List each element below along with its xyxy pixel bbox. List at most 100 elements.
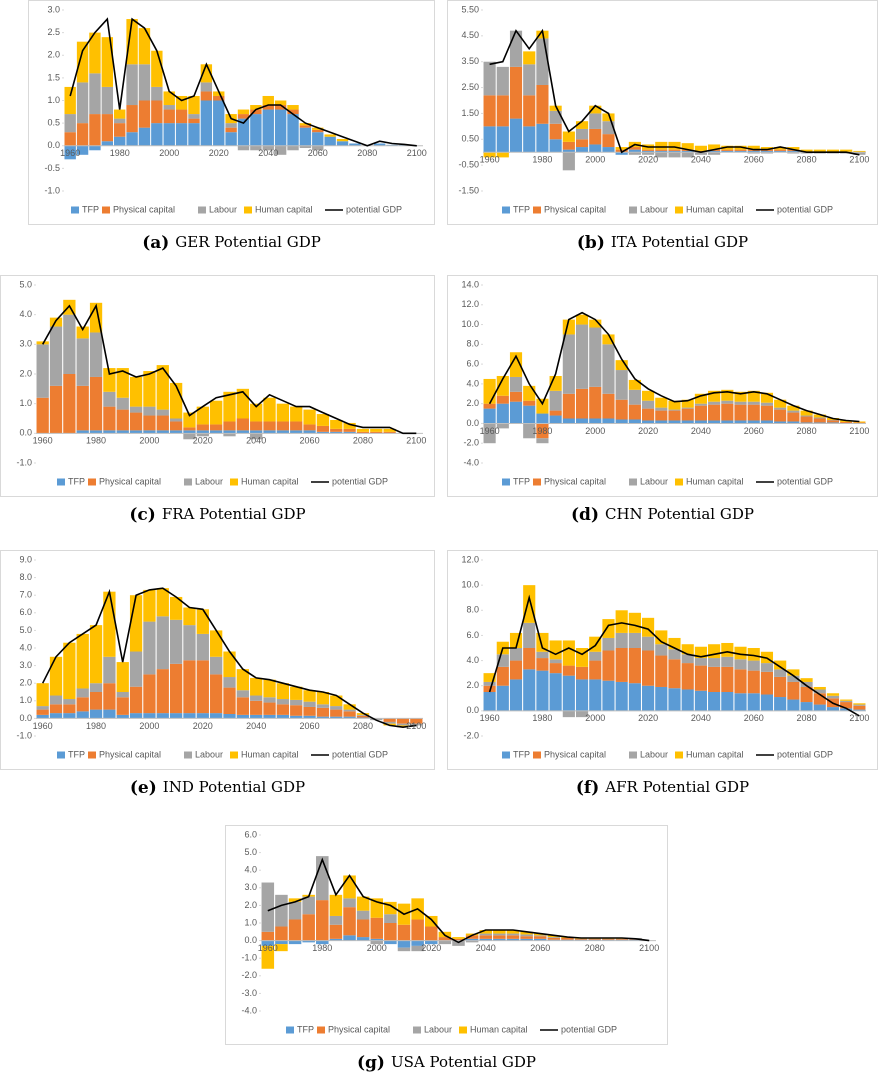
bar-segment xyxy=(840,421,853,423)
bar-segment xyxy=(589,113,602,129)
bar-segment xyxy=(163,91,175,106)
bar-segment xyxy=(316,856,329,901)
bar-segment xyxy=(250,421,263,431)
bar-segment xyxy=(396,718,410,724)
y-tick-label: -2.0 xyxy=(463,730,479,740)
bar-segment xyxy=(536,423,549,439)
bar-segment xyxy=(410,723,423,726)
bar-segment xyxy=(299,127,312,146)
bar-segment xyxy=(642,685,655,711)
bar-segment xyxy=(299,125,312,128)
bar-segment xyxy=(826,693,840,696)
bar-segment xyxy=(213,100,225,146)
bar-segment xyxy=(143,589,156,622)
bar-segment xyxy=(588,938,601,940)
bar-segment xyxy=(536,658,549,671)
x-tick-label: 2100 xyxy=(406,721,426,731)
bar-segment xyxy=(642,650,655,686)
y-tick-label: 10.0 xyxy=(461,319,479,329)
bar-segment xyxy=(760,402,774,406)
bar-segment xyxy=(210,430,223,434)
x-tick-label: 2080 xyxy=(797,155,817,165)
bar-segment xyxy=(747,390,760,402)
bar-segment xyxy=(49,695,63,705)
bar-segment xyxy=(813,418,826,423)
bar-segment xyxy=(787,699,800,711)
bar-segment xyxy=(760,663,774,672)
caption: (g) USA Potential GDP xyxy=(357,1053,536,1073)
x-tick-label: 2100 xyxy=(849,155,869,165)
bar-segment xyxy=(183,412,196,428)
bar-segment xyxy=(343,709,356,712)
y-tick-label: 6.0 xyxy=(466,358,479,368)
bar-segment xyxy=(655,407,668,411)
bar-segment xyxy=(138,100,151,128)
bar-segment xyxy=(800,686,813,703)
bar-segment xyxy=(642,636,655,651)
bar-segment xyxy=(562,149,575,153)
bar-segment xyxy=(602,113,615,122)
bar-segment xyxy=(602,134,615,148)
bar-segment xyxy=(562,640,575,666)
bar-segment xyxy=(302,914,315,941)
bar-segment xyxy=(370,428,383,432)
bar-segment xyxy=(747,145,760,150)
bar-segment xyxy=(747,648,760,661)
y-tick-label: 3.0 xyxy=(19,339,32,349)
bar-segment xyxy=(589,105,602,114)
bar-segment xyxy=(276,430,290,434)
chart-frame xyxy=(0,275,435,497)
bar-segment xyxy=(840,700,853,703)
bar-segment xyxy=(681,143,694,150)
bar-segment xyxy=(575,388,589,419)
y-tick-label: 2.0 xyxy=(466,398,479,408)
bar-segment xyxy=(787,410,800,413)
bar-segment xyxy=(668,420,681,424)
legend-swatch xyxy=(57,751,65,759)
bar-segment xyxy=(329,894,343,916)
bar-segment xyxy=(840,702,853,709)
x-tick-label: 2020 xyxy=(193,721,213,731)
bar-segment xyxy=(708,692,721,711)
x-tick-label: 1960 xyxy=(480,713,500,723)
y-tick-label: -2.0 xyxy=(241,970,257,980)
bar-segment xyxy=(225,127,237,133)
x-tick-label: 2100 xyxy=(407,148,427,158)
bar-segment xyxy=(694,405,707,421)
bar-segment xyxy=(76,633,89,689)
bar-segment xyxy=(483,692,496,711)
bar-segment xyxy=(575,666,589,680)
bar-segment xyxy=(615,370,628,400)
bar-segment xyxy=(668,410,681,421)
bar-segment xyxy=(509,391,523,402)
bar-segment xyxy=(250,677,263,696)
bar-segment xyxy=(169,421,183,431)
bar-segment xyxy=(681,152,694,158)
bar-segment xyxy=(156,409,169,416)
y-tick-label: 4.50 xyxy=(461,30,479,40)
bar-segment xyxy=(129,686,143,714)
bar-segment xyxy=(708,150,721,153)
x-tick-label: 2020 xyxy=(638,155,658,165)
bar-segment xyxy=(774,147,787,150)
legend-label: Labour xyxy=(195,476,223,486)
bar-segment xyxy=(642,152,655,155)
bar-segment xyxy=(602,334,615,345)
legend-label: Labour xyxy=(195,749,223,759)
bar-segment xyxy=(151,50,163,87)
bar-segment xyxy=(316,716,330,719)
legend-label: Human capital xyxy=(470,1024,528,1034)
bar-segment xyxy=(496,403,509,424)
legend-swatch xyxy=(230,751,238,759)
bar-segment xyxy=(694,420,707,424)
bar-segment xyxy=(721,400,734,404)
bar-segment xyxy=(628,389,641,405)
bar-segment xyxy=(642,150,655,153)
bar-segment xyxy=(549,659,562,664)
legend-swatch xyxy=(629,206,637,214)
bar-segment xyxy=(196,424,209,431)
bar-segment xyxy=(694,403,707,406)
y-tick-label: 0.5 xyxy=(47,118,60,128)
bar-segment xyxy=(562,665,575,676)
bar-segment xyxy=(787,412,800,422)
